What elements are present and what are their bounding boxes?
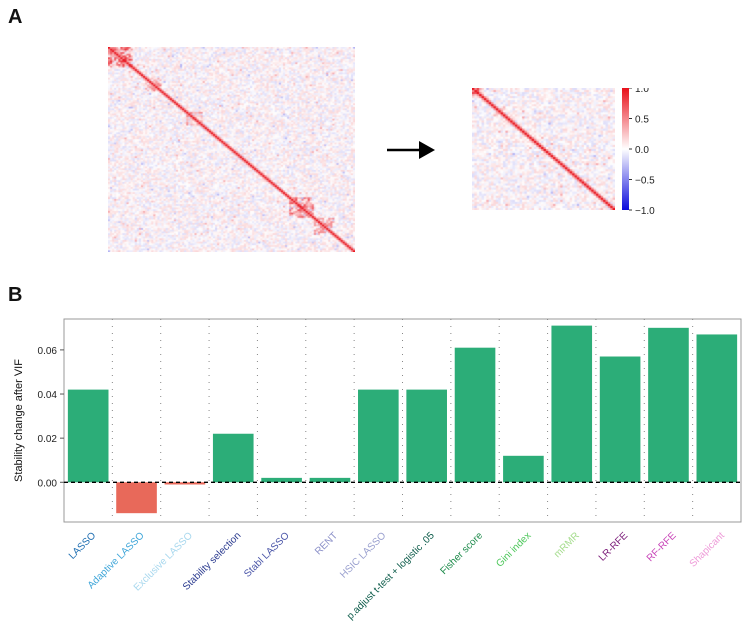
bar-lasso	[67, 389, 109, 483]
x-tick-label: RF-RFE	[645, 530, 679, 564]
x-tick-label: Stabl LASSO	[242, 530, 292, 580]
x-tick-label: Gini index	[494, 530, 533, 569]
bar-rf-rfe	[648, 327, 689, 483]
x-tick-label: p.adjust t-test + logistic .05	[345, 530, 437, 622]
bar-exclusive-lasso	[164, 482, 206, 485]
x-tick-label: HSIC LASSO	[338, 530, 388, 580]
colorbar-gradient	[622, 88, 629, 210]
bar-adaptive-lasso	[116, 482, 157, 514]
x-tick-label: Fisher score	[438, 530, 485, 577]
panel-label-b: B	[8, 284, 23, 306]
colorbar-tick-label: 0.0	[635, 145, 649, 156]
correlation-heatmap-before	[108, 47, 355, 252]
colorbar: 1.0 0.5 0.0 −0.5 −1.0	[622, 88, 655, 217]
correlation-heatmap-after	[472, 88, 615, 210]
y-axis-label: Stability change after VIF	[13, 359, 25, 482]
y-tick-label: 0.00	[38, 478, 58, 489]
x-tick-label: LR-RFE	[597, 530, 631, 564]
x-tick-label: mRMR	[552, 530, 582, 560]
bar-fisher-score	[454, 347, 496, 483]
heatmap-after-canvas	[472, 88, 615, 210]
y-tick-label: 0.04	[38, 390, 58, 401]
bar-stability-selection	[212, 433, 254, 483]
bar-lr-rfe	[599, 356, 641, 483]
colorbar-tick-label: −1.0	[635, 206, 655, 217]
x-tick-label: LASSO	[67, 530, 99, 562]
colorbar-tick-label: 0.5	[635, 115, 649, 126]
y-tick-label: 0.02	[38, 434, 58, 445]
colorbar-tick-label: −0.5	[635, 176, 655, 187]
heatmap-before-canvas	[108, 47, 355, 252]
bar-gini-index	[503, 455, 544, 483]
bar-p-adjust-t-test-logistic-05	[406, 389, 447, 483]
y-tick-label: 0.06	[38, 346, 58, 357]
bar-stabl-lasso	[261, 477, 302, 483]
arrow-right-icon	[387, 141, 435, 159]
stability-bar-chart: 0.00 0.02 0.04 0.06 Stability change after V…	[13, 318, 742, 622]
panel-label-a: A	[8, 6, 23, 28]
bar-rent	[309, 477, 351, 483]
colorbar-tick-label: 1.0	[635, 88, 649, 95]
bar-hsic-lasso	[358, 389, 399, 483]
x-tick-label: Shapicant	[688, 530, 727, 569]
bar-shapicant	[696, 334, 738, 483]
x-tick-label: RENT	[313, 530, 340, 557]
bar-mrmr	[551, 325, 593, 483]
